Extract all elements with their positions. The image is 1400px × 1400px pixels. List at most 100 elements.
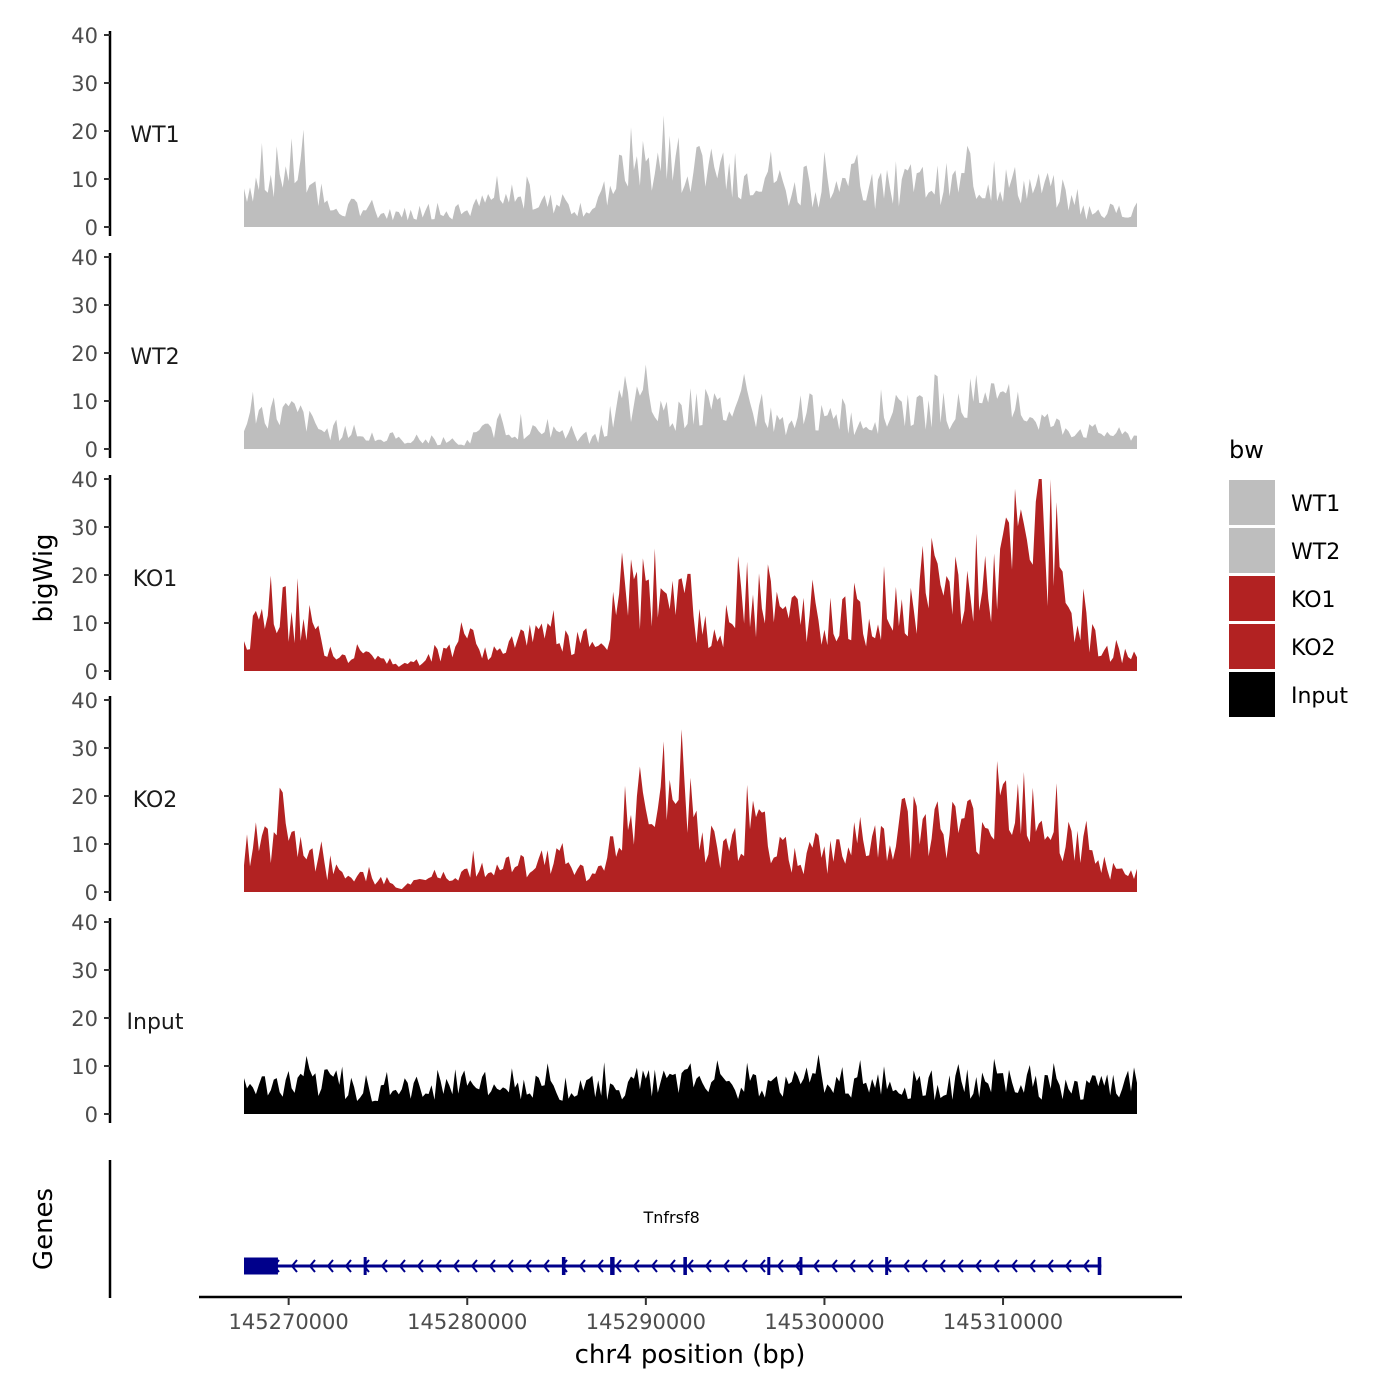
- y-tick-label: 10: [71, 168, 98, 192]
- track-label: WT2: [130, 345, 179, 370]
- legend-label: WT2: [1291, 540, 1340, 565]
- strand-arrow: [1082, 1259, 1090, 1273]
- x-axis: 145270000 145280000 145290000 145300000 1453…: [199, 1295, 1182, 1334]
- y-tick-label: 0: [85, 438, 98, 462]
- y-tick-label: 10: [71, 833, 98, 857]
- legend: bw WT1 WT2 KO1 KO2 Input: [1229, 436, 1348, 717]
- gene-name-label: Tnfrsf8: [642, 1208, 699, 1227]
- strand-arrow: [722, 1259, 730, 1273]
- y-tick-label: 0: [85, 660, 98, 684]
- strand-arrow: [452, 1259, 460, 1273]
- legend-title: bw: [1229, 436, 1264, 464]
- strand-arrow: [290, 1259, 298, 1273]
- legend-swatch: [1229, 576, 1275, 621]
- exon: [1097, 1257, 1102, 1275]
- signal-area-wt1: [244, 115, 1137, 227]
- signal-area-input: [244, 1054, 1137, 1114]
- strand-arrow: [488, 1259, 496, 1273]
- strand-arrow: [578, 1259, 586, 1273]
- x-tick-label: 145290000: [586, 1310, 706, 1334]
- y-tick-label: 0: [85, 216, 98, 240]
- exon: [683, 1257, 687, 1275]
- y-tick-label: 40: [71, 911, 98, 935]
- gene-track: Tnfrsf8: [108, 1160, 1102, 1298]
- strand-arrow: [1046, 1259, 1054, 1273]
- strand-arrow: [956, 1259, 964, 1273]
- strand-arrow: [434, 1259, 442, 1273]
- track-wt1: 0 10 20 30 40 WT1: [71, 24, 1137, 240]
- strand-arrow: [1064, 1259, 1072, 1273]
- legend-label: WT1: [1291, 492, 1340, 517]
- strand-arrow: [524, 1259, 532, 1273]
- strand-arrow: [326, 1259, 334, 1273]
- strand-arrow: [1010, 1259, 1018, 1273]
- x-axis-title: chr4 position (bp): [575, 1340, 806, 1370]
- strand-arrow: [668, 1259, 676, 1273]
- strand-arrow: [812, 1259, 820, 1273]
- y-axis-title: bigWig: [29, 533, 59, 622]
- strand-arrow: [686, 1259, 694, 1273]
- strand-arrow: [308, 1259, 316, 1273]
- gene-track-title: Genes: [29, 1188, 59, 1270]
- strand-arrow: [830, 1259, 838, 1273]
- strand-arrow: [992, 1259, 1000, 1273]
- y-tick-label: 40: [71, 468, 98, 492]
- x-tick-label: 145270000: [229, 1310, 349, 1334]
- y-tick-label: 0: [85, 881, 98, 905]
- strand-arrow: [470, 1259, 478, 1273]
- strand-arrow: [974, 1259, 982, 1273]
- strand-arrow: [632, 1259, 640, 1273]
- exon: [561, 1257, 566, 1275]
- strand-arrow: [380, 1259, 388, 1273]
- strand-arrow: [1028, 1259, 1036, 1273]
- strand-arrow: [902, 1259, 910, 1273]
- y-tick-label: 30: [71, 737, 98, 761]
- y-tick-label: 20: [71, 785, 98, 809]
- strand-arrow: [794, 1259, 802, 1273]
- exon: [610, 1257, 615, 1275]
- y-tick-label: 20: [71, 564, 98, 588]
- strand-arrow: [776, 1259, 784, 1273]
- track-label: KO1: [133, 567, 178, 592]
- strand-arrow: [614, 1259, 622, 1273]
- strand-arrow: [398, 1259, 406, 1273]
- exon: [244, 1257, 278, 1275]
- y-tick-label: 0: [85, 1103, 98, 1127]
- strand-arrow: [704, 1259, 712, 1273]
- strand-arrow: [740, 1259, 748, 1273]
- y-tick-label: 20: [71, 342, 98, 366]
- track-label: Input: [127, 1010, 184, 1035]
- signal-area-ko2: [244, 729, 1137, 892]
- legend-label: Input: [1291, 684, 1348, 709]
- legend-swatch: [1229, 672, 1275, 717]
- exon: [363, 1257, 367, 1275]
- y-tick-label: 40: [71, 24, 98, 48]
- y-tick-label: 20: [71, 120, 98, 144]
- y-tick-label: 20: [71, 1007, 98, 1031]
- y-tick-label: 10: [71, 1055, 98, 1079]
- x-tick-label: 145280000: [407, 1310, 527, 1334]
- strand-arrow: [920, 1259, 928, 1273]
- exon: [799, 1257, 803, 1275]
- strand-arrow: [542, 1259, 550, 1273]
- track-wt2: 0 10 20 30 40 WT2: [71, 246, 1137, 462]
- strand-arrow: [416, 1259, 424, 1273]
- y-tick-label: 10: [71, 612, 98, 636]
- y-tick-label: 30: [71, 72, 98, 96]
- track-ko1: 0 10 20 30 40 KO1: [71, 468, 1137, 684]
- y-tick-label: 30: [71, 294, 98, 318]
- strand-arrow: [344, 1259, 352, 1273]
- y-tick-label: 40: [71, 689, 98, 713]
- strand-arrow: [758, 1259, 766, 1273]
- signal-area-wt2: [244, 364, 1137, 449]
- x-tick-label: 145310000: [943, 1310, 1063, 1334]
- legend-label: KO2: [1291, 636, 1336, 661]
- track-label: KO2: [133, 788, 178, 813]
- bigwig-tracks: 0 10 20 30 40 WT1 0 10 20 30 40 WT2 0 10 20 30 40 KO1 0 10 2…: [71, 24, 1137, 1127]
- strand-arrow: [848, 1259, 856, 1273]
- strand-arrow: [506, 1259, 514, 1273]
- y-tick-label: 10: [71, 390, 98, 414]
- legend-swatch: [1229, 480, 1275, 525]
- track-label: WT1: [130, 123, 179, 148]
